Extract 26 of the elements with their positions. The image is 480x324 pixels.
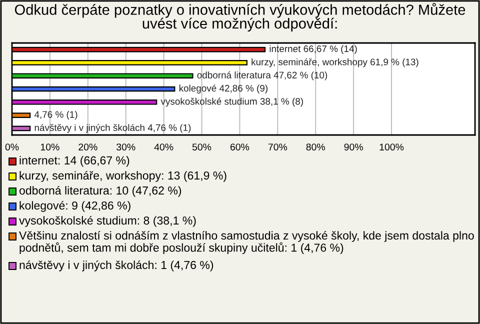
x-tick-label: 40%: [154, 144, 174, 150]
legend-label: vysokoškolské studium: 8 (38,1 %): [19, 216, 196, 227]
x-tick-label: 30%: [116, 144, 136, 150]
data-label: 4,76 % (1): [34, 110, 78, 120]
x-tick-label: 20%: [78, 144, 98, 150]
data-label: vysokoškolské studium 38,1 % (8): [160, 98, 303, 107]
chart-title: Odkud čerpáte poznatky o inovativních výukových metodách? Můžete uvést více možných odpovědí:: [14, 3, 466, 32]
x-tick-label: 70%: [268, 144, 288, 150]
legend-label: odborná literatura: 10 (47,62 %): [19, 186, 182, 197]
data-label: návštěvy i v jiných školách 4,76 % (1): [34, 124, 191, 133]
legend-label: návštěvy i v jiných školách: 1 (4,76 %): [20, 260, 214, 272]
x-tick-label: 100%: [380, 144, 404, 150]
data-label: kurzy, semináře, workshopy 61,9 % (13): [252, 58, 418, 68]
x-tick-label: 60%: [230, 144, 250, 150]
data-label: odborná literatura 47,62 % (10): [197, 71, 328, 80]
x-tick-label: 50%: [192, 144, 212, 150]
x-tick-label: 80%: [306, 144, 325, 150]
legend-label: kolegové: 9 (42,86 %): [20, 201, 130, 212]
x-tick-label: 10%: [40, 144, 60, 150]
legend-label: kurzy, semináře, workshopy: 13 (61,9 %): [20, 171, 226, 182]
data-label: internet 66,67 % (14): [270, 45, 357, 54]
legend-label: Většinu znalostí si odnáším z vlastního samostudia z vysoké školy, kde jsem dostala plno podnětů, sem tam mi dobře poslouží skupiny učitelů: 1 (4,76 %): [19, 231, 474, 254]
x-tick-label: 90%: [344, 144, 363, 150]
data-label: kolegové 42,86 % (9): [179, 84, 268, 94]
x-tick-label: 0%: [5, 144, 19, 150]
legend-label: internet: 14 (66,67 %): [20, 156, 130, 167]
